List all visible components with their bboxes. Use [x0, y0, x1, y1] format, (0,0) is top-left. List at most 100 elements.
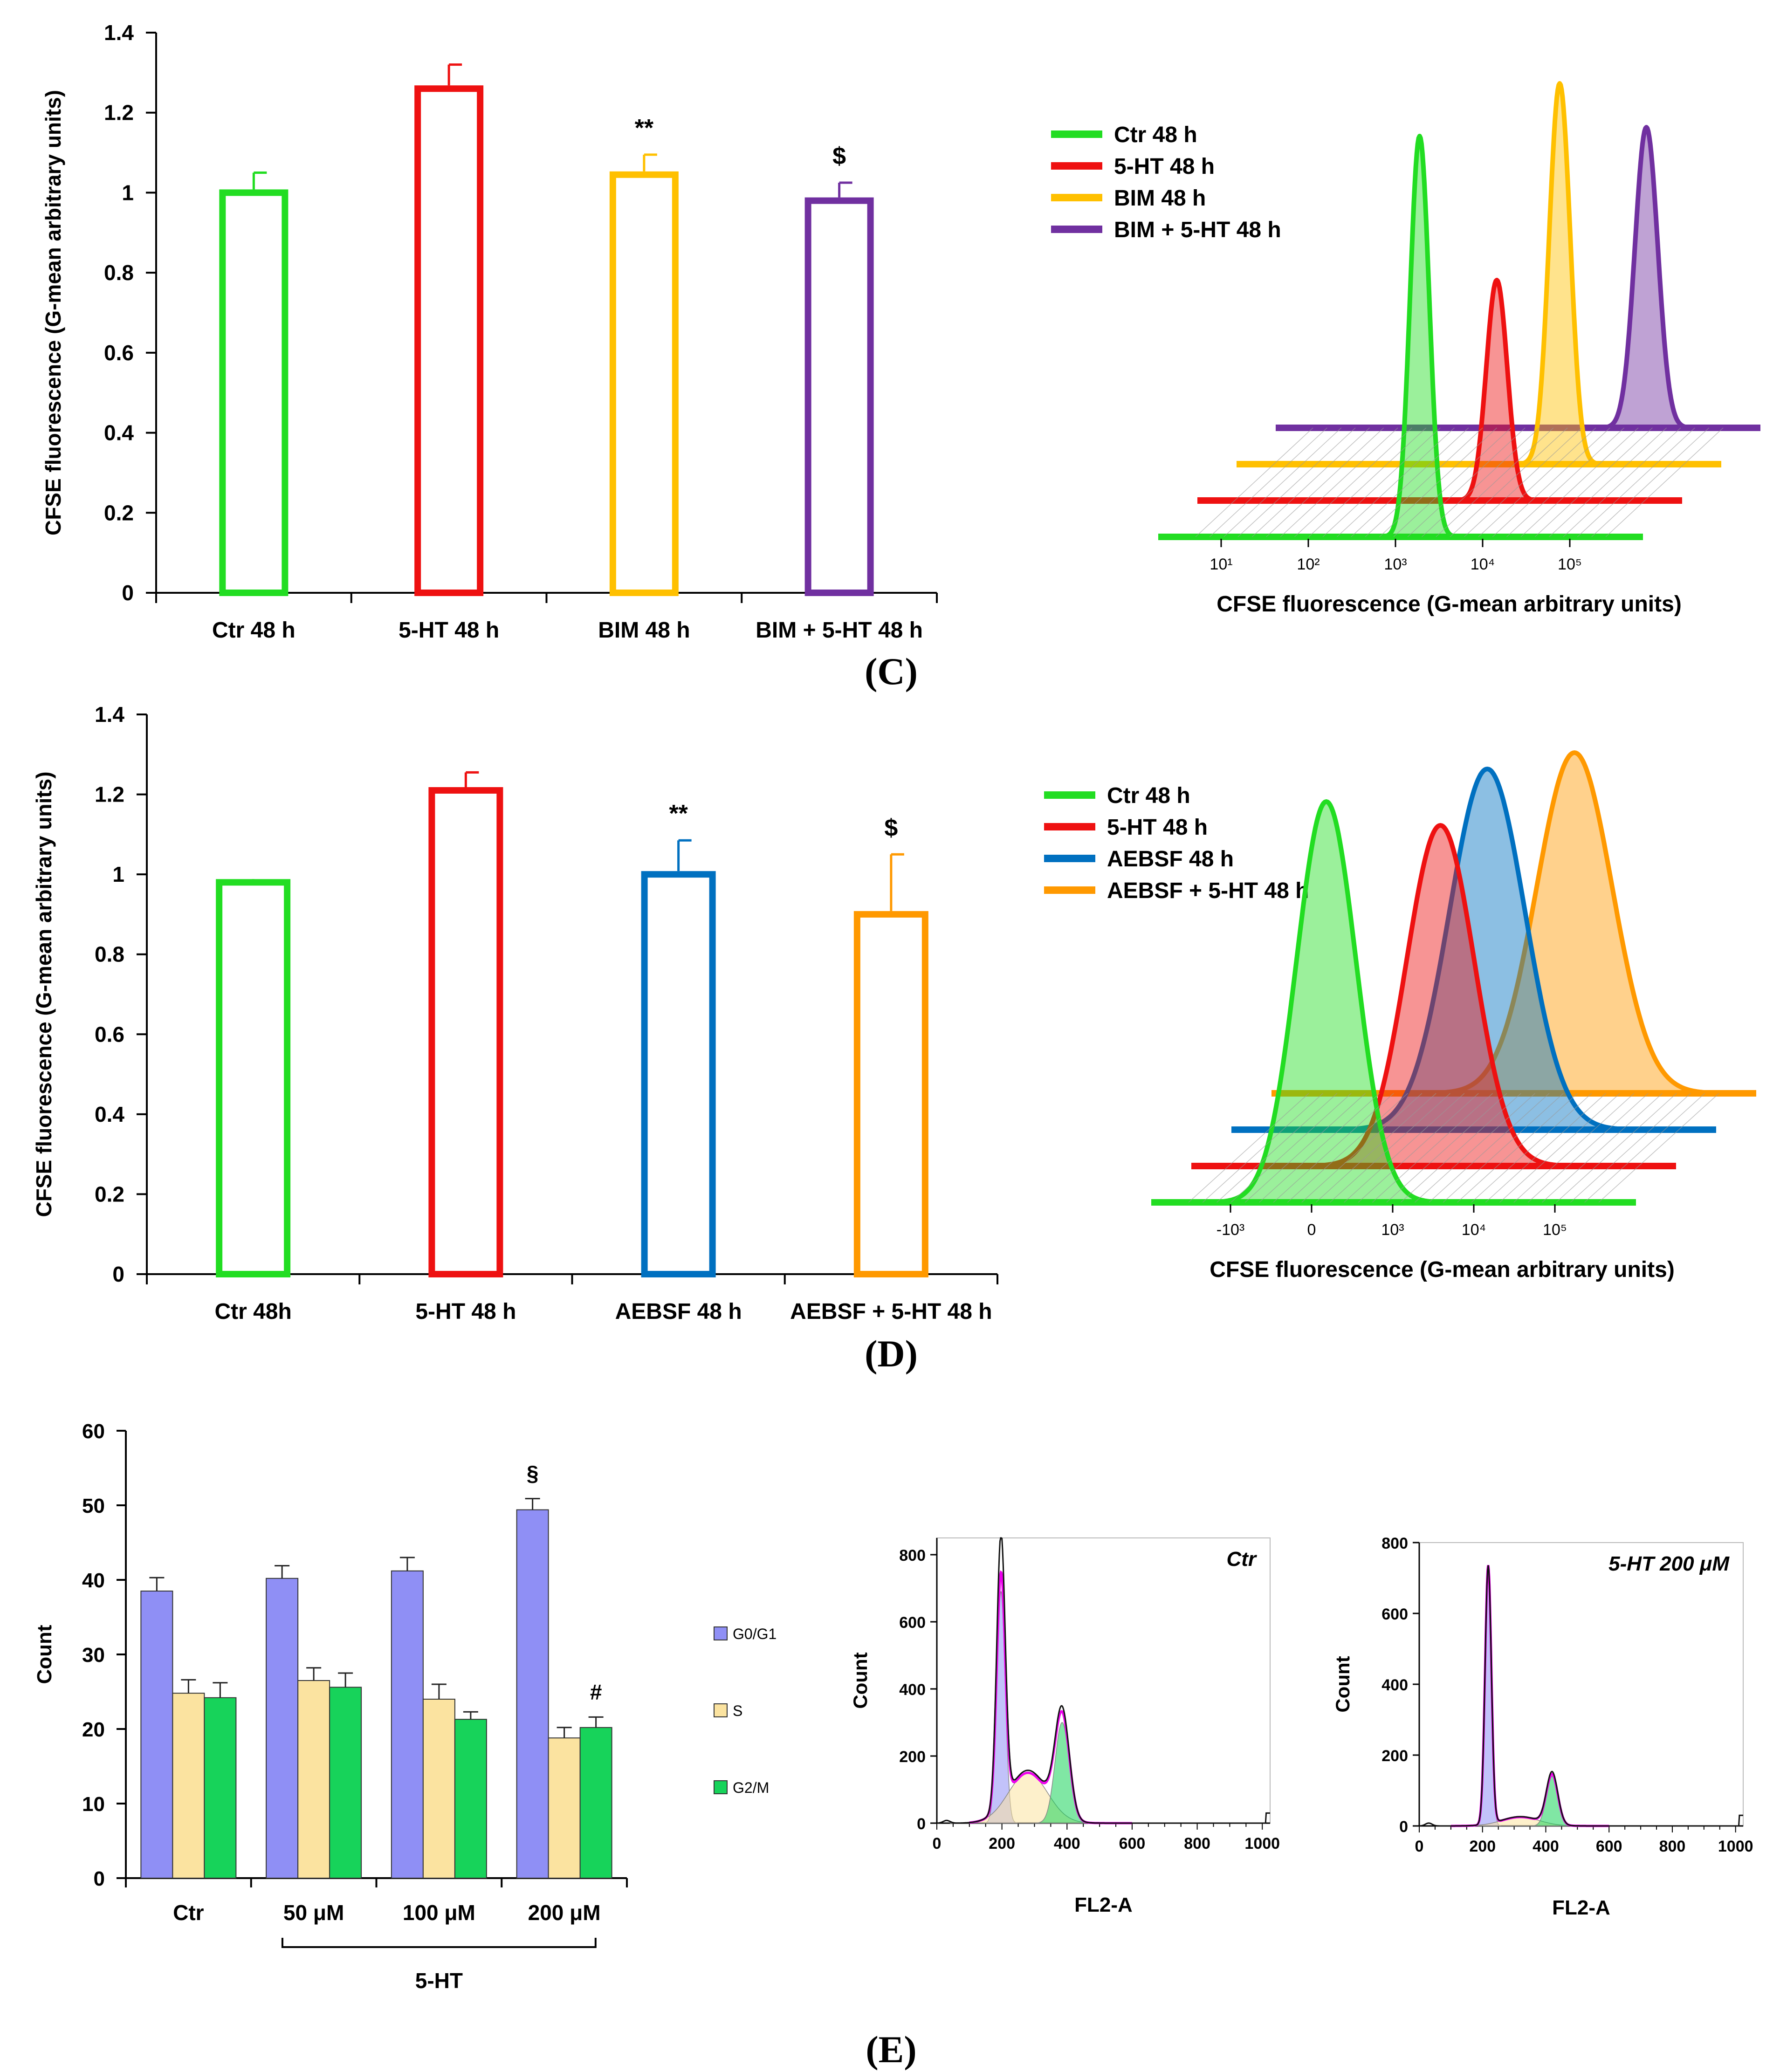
- floor-grid-line: [1478, 427, 1596, 537]
- floor-grid-line: [1244, 1093, 1366, 1203]
- legend-label: Ctr 48 h: [1114, 123, 1197, 147]
- floor-grid-line: [1188, 1093, 1309, 1203]
- floor-grid-line: [1513, 1093, 1635, 1203]
- y-tick-label: 20: [82, 1718, 105, 1741]
- group-bracket: [281, 1938, 597, 1948]
- x-tick-label: 0: [933, 1835, 942, 1852]
- panel-e-histogram-5ht: 0 200 400 600 800 0 200 400 600 800 1000 Count FL2-A…: [1332, 1535, 1753, 1919]
- floor-grid-line: [1365, 427, 1483, 537]
- histogram-title: Ctr: [1226, 1548, 1257, 1571]
- legend-label: AEBSF + 5-HT 48 h: [1107, 878, 1309, 903]
- y-tick-label: 600: [1381, 1605, 1408, 1623]
- y-tick-label: 0: [112, 1262, 124, 1286]
- category-label: BIM + 5-HT 48 h: [756, 618, 923, 643]
- legend-label: AEBSF 48 h: [1107, 847, 1234, 871]
- x-tick-label: 10⁵: [1543, 1221, 1567, 1239]
- floor-grid-line: [1322, 427, 1441, 537]
- floor-grid-line: [1273, 1093, 1394, 1203]
- floor-grid-line: [1429, 1093, 1550, 1203]
- category-label: Ctr 48 h: [212, 618, 296, 643]
- floor-grid-line: [1386, 1093, 1507, 1203]
- histogram-fill: [1191, 825, 1676, 1166]
- floor-grid-line: [1605, 427, 1724, 537]
- panel-d-histogram: Ctr 48 h 5-HT 48 h AEBSF 48 h AEBSF + 5-HT …: [1044, 750, 1758, 1282]
- floor-grid-line: [1280, 427, 1398, 537]
- category-label: 100 μM: [403, 1900, 475, 1925]
- histogram-fill: [1276, 127, 1760, 428]
- category-label: 50 μM: [283, 1900, 344, 1925]
- x-tick-label: 10⁴: [1471, 556, 1495, 573]
- legend-label: BIM + 5-HT 48 h: [1114, 218, 1281, 242]
- floor-grid-line: [1563, 427, 1681, 537]
- group-label: 5-HT: [415, 1969, 463, 1993]
- y-tick-label: 1: [122, 180, 134, 205]
- legend-label: 5-HT 48 h: [1107, 815, 1208, 840]
- legend-swatch: [714, 1780, 728, 1794]
- floor-grid-line: [1464, 427, 1582, 537]
- floor-grid-line: [1379, 427, 1497, 537]
- histogram-curve: [1190, 823, 1677, 1168]
- floor-grid-line: [1457, 1093, 1578, 1203]
- y-tick-label: 0.4: [95, 1102, 124, 1126]
- floor-grid-line: [1400, 1093, 1521, 1203]
- panel-label-c: (C): [865, 650, 918, 693]
- bar-s: [548, 1737, 581, 1879]
- histogram-curve: [1274, 125, 1762, 430]
- y-tick-label: 10: [82, 1793, 105, 1816]
- y-tick-label: 800: [1381, 1535, 1408, 1552]
- bar: [219, 189, 289, 596]
- x-tick-label: 0: [1415, 1838, 1424, 1855]
- y-tick-label: 1.4: [104, 21, 134, 45]
- y-axis-title: Count: [1332, 1656, 1354, 1712]
- floor-grid-line: [1542, 1093, 1663, 1203]
- y-tick-label: 30: [82, 1644, 105, 1667]
- x-tick-label: 600: [1119, 1835, 1146, 1852]
- panel-e-bar-chart: 0 10 20 30 40 50 60 Count Ctr 50 μM 100 μM § #200 μM…: [33, 1420, 777, 1993]
- legend-swatch: [714, 1626, 728, 1640]
- floor-grid-line: [1216, 1093, 1338, 1203]
- y-tick-label: 0.4: [104, 421, 134, 445]
- y-tick-label: 600: [899, 1614, 926, 1632]
- significance-marker: $: [832, 143, 846, 170]
- x-tick-label: 10⁵: [1558, 556, 1582, 573]
- y-axis-title: Count: [33, 1625, 56, 1684]
- category-label: 200 μM: [528, 1900, 601, 1925]
- legend-label: Ctr 48 h: [1107, 783, 1190, 808]
- floor-grid-line: [1492, 427, 1610, 537]
- significance-marker: §: [527, 1461, 539, 1486]
- x-tick-label: 800: [1659, 1838, 1686, 1855]
- significance-marker: **: [669, 800, 688, 827]
- x-tick-label: 800: [1184, 1835, 1210, 1852]
- histogram-title: 5-HT 200 μM: [1608, 1552, 1730, 1575]
- floor-grid-line: [1308, 427, 1427, 537]
- floor-grid-line: [1223, 427, 1342, 537]
- y-tick-label: 1.2: [95, 782, 124, 807]
- y-axis-title: CFSE fluorescence (G-mean arbitrary unit…: [41, 90, 65, 535]
- x-tick-label: 1000: [1718, 1838, 1753, 1855]
- bar: [414, 85, 484, 597]
- y-tick-label: 0: [94, 1867, 105, 1890]
- y-axis-title: CFSE fluorescence (G-mean arbitrary unit…: [32, 771, 56, 1217]
- y-tick-label: 1.2: [104, 101, 134, 125]
- floor-grid-line: [1527, 1093, 1649, 1203]
- bar-g2m: [454, 1719, 487, 1879]
- floor-grid-line: [1266, 427, 1384, 537]
- x-tick-label: 200: [1469, 1838, 1496, 1855]
- y-tick-label: 200: [899, 1748, 926, 1766]
- y-tick-label: 0.8: [95, 942, 124, 967]
- x-tick-label: 200: [989, 1835, 1015, 1852]
- floor-grid-line: [1372, 1093, 1493, 1203]
- x-axis-title: CFSE fluorescence (G-mean arbitrary unit…: [1216, 592, 1682, 617]
- bar-g0g1: [266, 1578, 299, 1879]
- significance-marker: **: [635, 115, 654, 142]
- floor-grid-line: [1393, 427, 1512, 537]
- floor-grid-line: [1436, 427, 1554, 537]
- x-tick-label: 10³: [1381, 1221, 1404, 1239]
- significance-marker: #: [590, 1680, 602, 1704]
- x-tick-label: 10⁴: [1462, 1221, 1486, 1239]
- floor-grid-line: [1549, 427, 1667, 537]
- floor-grid-line: [1259, 1093, 1380, 1203]
- bar-s: [297, 1680, 330, 1879]
- bar-g0g1: [391, 1570, 424, 1879]
- y-tick-label: 0.2: [104, 501, 134, 525]
